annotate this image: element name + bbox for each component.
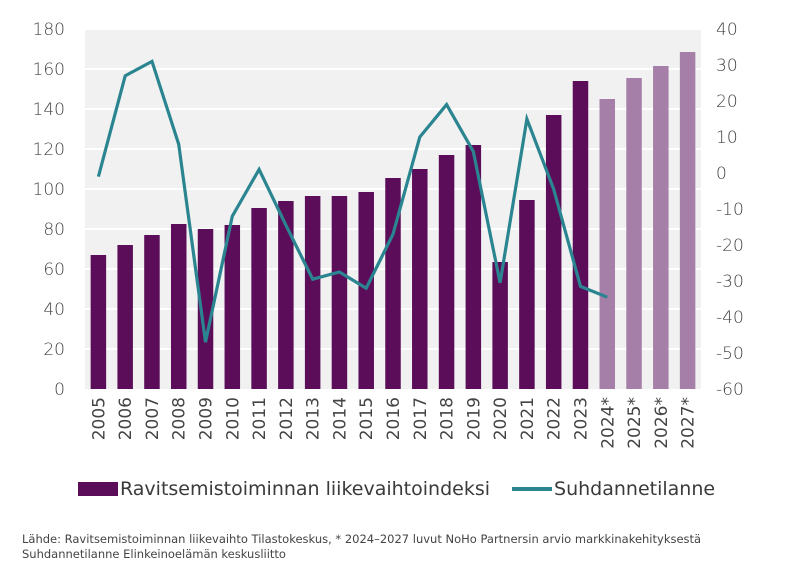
x-tick-label: 2021 [518, 397, 538, 440]
left-tick-label: 100 [33, 180, 65, 200]
right-tick-label: -10 [716, 200, 744, 220]
x-tick-label: 2024* [598, 397, 618, 449]
bar [492, 262, 508, 389]
line-path [96, 59, 608, 343]
bar [251, 208, 267, 389]
x-tick-label: 2011 [250, 397, 270, 440]
x-tick-label: 2017 [411, 397, 431, 440]
bar [304, 196, 321, 389]
x-tick-label: 2010 [223, 397, 243, 440]
bar [653, 66, 669, 389]
right-tick-label: -40 [716, 308, 744, 328]
x-axis: 2005 2006 2007 2008 2009 2010 2011 2012 2013 2014… [89, 397, 698, 449]
left-tick-label: 180 [33, 20, 65, 40]
legend-line-label: Suhdannetilanne [554, 478, 716, 500]
bar [438, 155, 455, 389]
left-tick-label: 140 [33, 100, 65, 120]
bar [358, 192, 374, 389]
legend-bar-swatch [78, 482, 118, 496]
x-tick-label: 2014 [330, 397, 350, 440]
x-tick-label: 2027* [679, 397, 699, 449]
bar [331, 196, 348, 389]
left-tick-label: 160 [33, 60, 65, 80]
x-tick-label: 2019 [464, 397, 484, 440]
right-tick-label: 20 [716, 92, 738, 112]
bar [278, 201, 294, 389]
x-tick-label: 2026* [652, 397, 672, 449]
right-tick-label: -30 [716, 272, 744, 292]
bar [599, 99, 616, 389]
right-tick-label: 10 [716, 128, 738, 148]
right-tick-label: 30 [716, 56, 738, 76]
x-tick-label: 2006 [116, 397, 136, 440]
right-axis: -60 -50 -40 -30 -20 -10 0 10 20 30 40 [716, 20, 744, 400]
x-tick-label: 2015 [357, 397, 377, 440]
legend-line-swatch [512, 487, 553, 491]
legend-bar-label: Ravitsemistoiminnan liikevaihtoindeksi [120, 478, 491, 500]
bar [144, 235, 160, 389]
left-tick-label: 40 [43, 300, 65, 320]
x-tick-label: 2007 [143, 397, 163, 440]
bar [197, 229, 214, 389]
x-tick-label: 2008 [170, 397, 190, 440]
source-note: Lähde: Ravitsemistoiminnan liikevaihto T… [22, 532, 701, 562]
bar [412, 169, 428, 389]
legend: Ravitsemistoiminnan liikevaihtoindeksi S… [78, 478, 715, 500]
bar [385, 178, 401, 389]
right-tick-label: 0 [716, 164, 727, 184]
x-tick-label: 2016 [384, 397, 404, 440]
bar [545, 115, 562, 389]
x-tick-label: 2012 [277, 397, 297, 440]
bar [170, 224, 187, 389]
line-series [96, 59, 608, 343]
x-tick-label: 2005 [89, 397, 109, 440]
x-tick-label: 2022 [545, 397, 565, 440]
left-tick-label: 60 [43, 260, 65, 280]
bar [90, 255, 107, 389]
right-tick-label: -20 [716, 236, 744, 256]
x-tick-label: 2018 [438, 397, 458, 440]
bar [465, 145, 482, 389]
left-tick-label: 20 [43, 340, 65, 360]
x-tick-label: 2023 [571, 397, 591, 440]
bar [626, 78, 642, 389]
left-tick-label: 0 [54, 380, 65, 400]
bar [679, 52, 696, 389]
left-tick-label: 80 [43, 220, 65, 240]
right-tick-label: -50 [716, 344, 744, 364]
bar [117, 245, 133, 389]
right-tick-label: 40 [716, 20, 738, 40]
left-axis: 0 20 40 60 80 100 120 140 160 180 [33, 20, 65, 400]
x-tick-label: 2020 [491, 397, 511, 440]
right-tick-label: -60 [716, 380, 744, 400]
left-tick-label: 120 [33, 140, 65, 160]
x-tick-label: 2025* [625, 397, 645, 449]
source-line-2: Suhdannetilanne Elinkeinoelämän keskusli… [22, 547, 286, 561]
bar [572, 81, 589, 389]
source-line-1: Lähde: Ravitsemistoiminnan liikevaihto T… [22, 532, 702, 546]
bar [519, 200, 535, 389]
x-tick-label: 2013 [304, 397, 324, 440]
x-tick-label: 2009 [197, 397, 217, 440]
bar [224, 225, 241, 389]
